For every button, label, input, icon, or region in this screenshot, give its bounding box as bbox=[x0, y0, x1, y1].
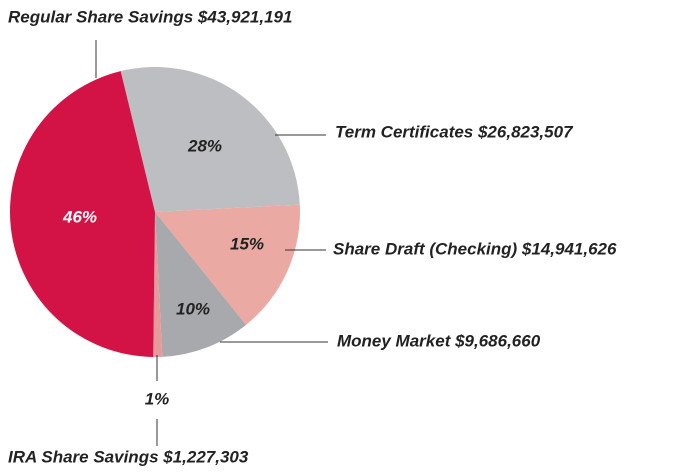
percent-label: 46% bbox=[62, 207, 97, 226]
pie-slice bbox=[155, 204, 300, 325]
slice-label: Money Market $9,686,660 bbox=[337, 331, 541, 350]
percent-label: 28% bbox=[187, 136, 222, 155]
percent-label: 1% bbox=[145, 389, 170, 408]
slice-label: Regular Share Savings $43,921,191 bbox=[8, 7, 292, 26]
slice-label: Term Certificates $26,823,507 bbox=[335, 122, 574, 141]
percent-label: 10% bbox=[176, 299, 210, 318]
pie-slice bbox=[153, 212, 163, 357]
pie-slice bbox=[155, 212, 247, 357]
percent-label: 15% bbox=[230, 234, 264, 253]
pie-slice bbox=[10, 71, 156, 357]
slice-label: IRA Share Savings $1,227,303 bbox=[8, 447, 249, 466]
slice-label: Share Draft (Checking) $14,941,626 bbox=[333, 239, 617, 258]
pie-slice bbox=[120, 67, 300, 212]
